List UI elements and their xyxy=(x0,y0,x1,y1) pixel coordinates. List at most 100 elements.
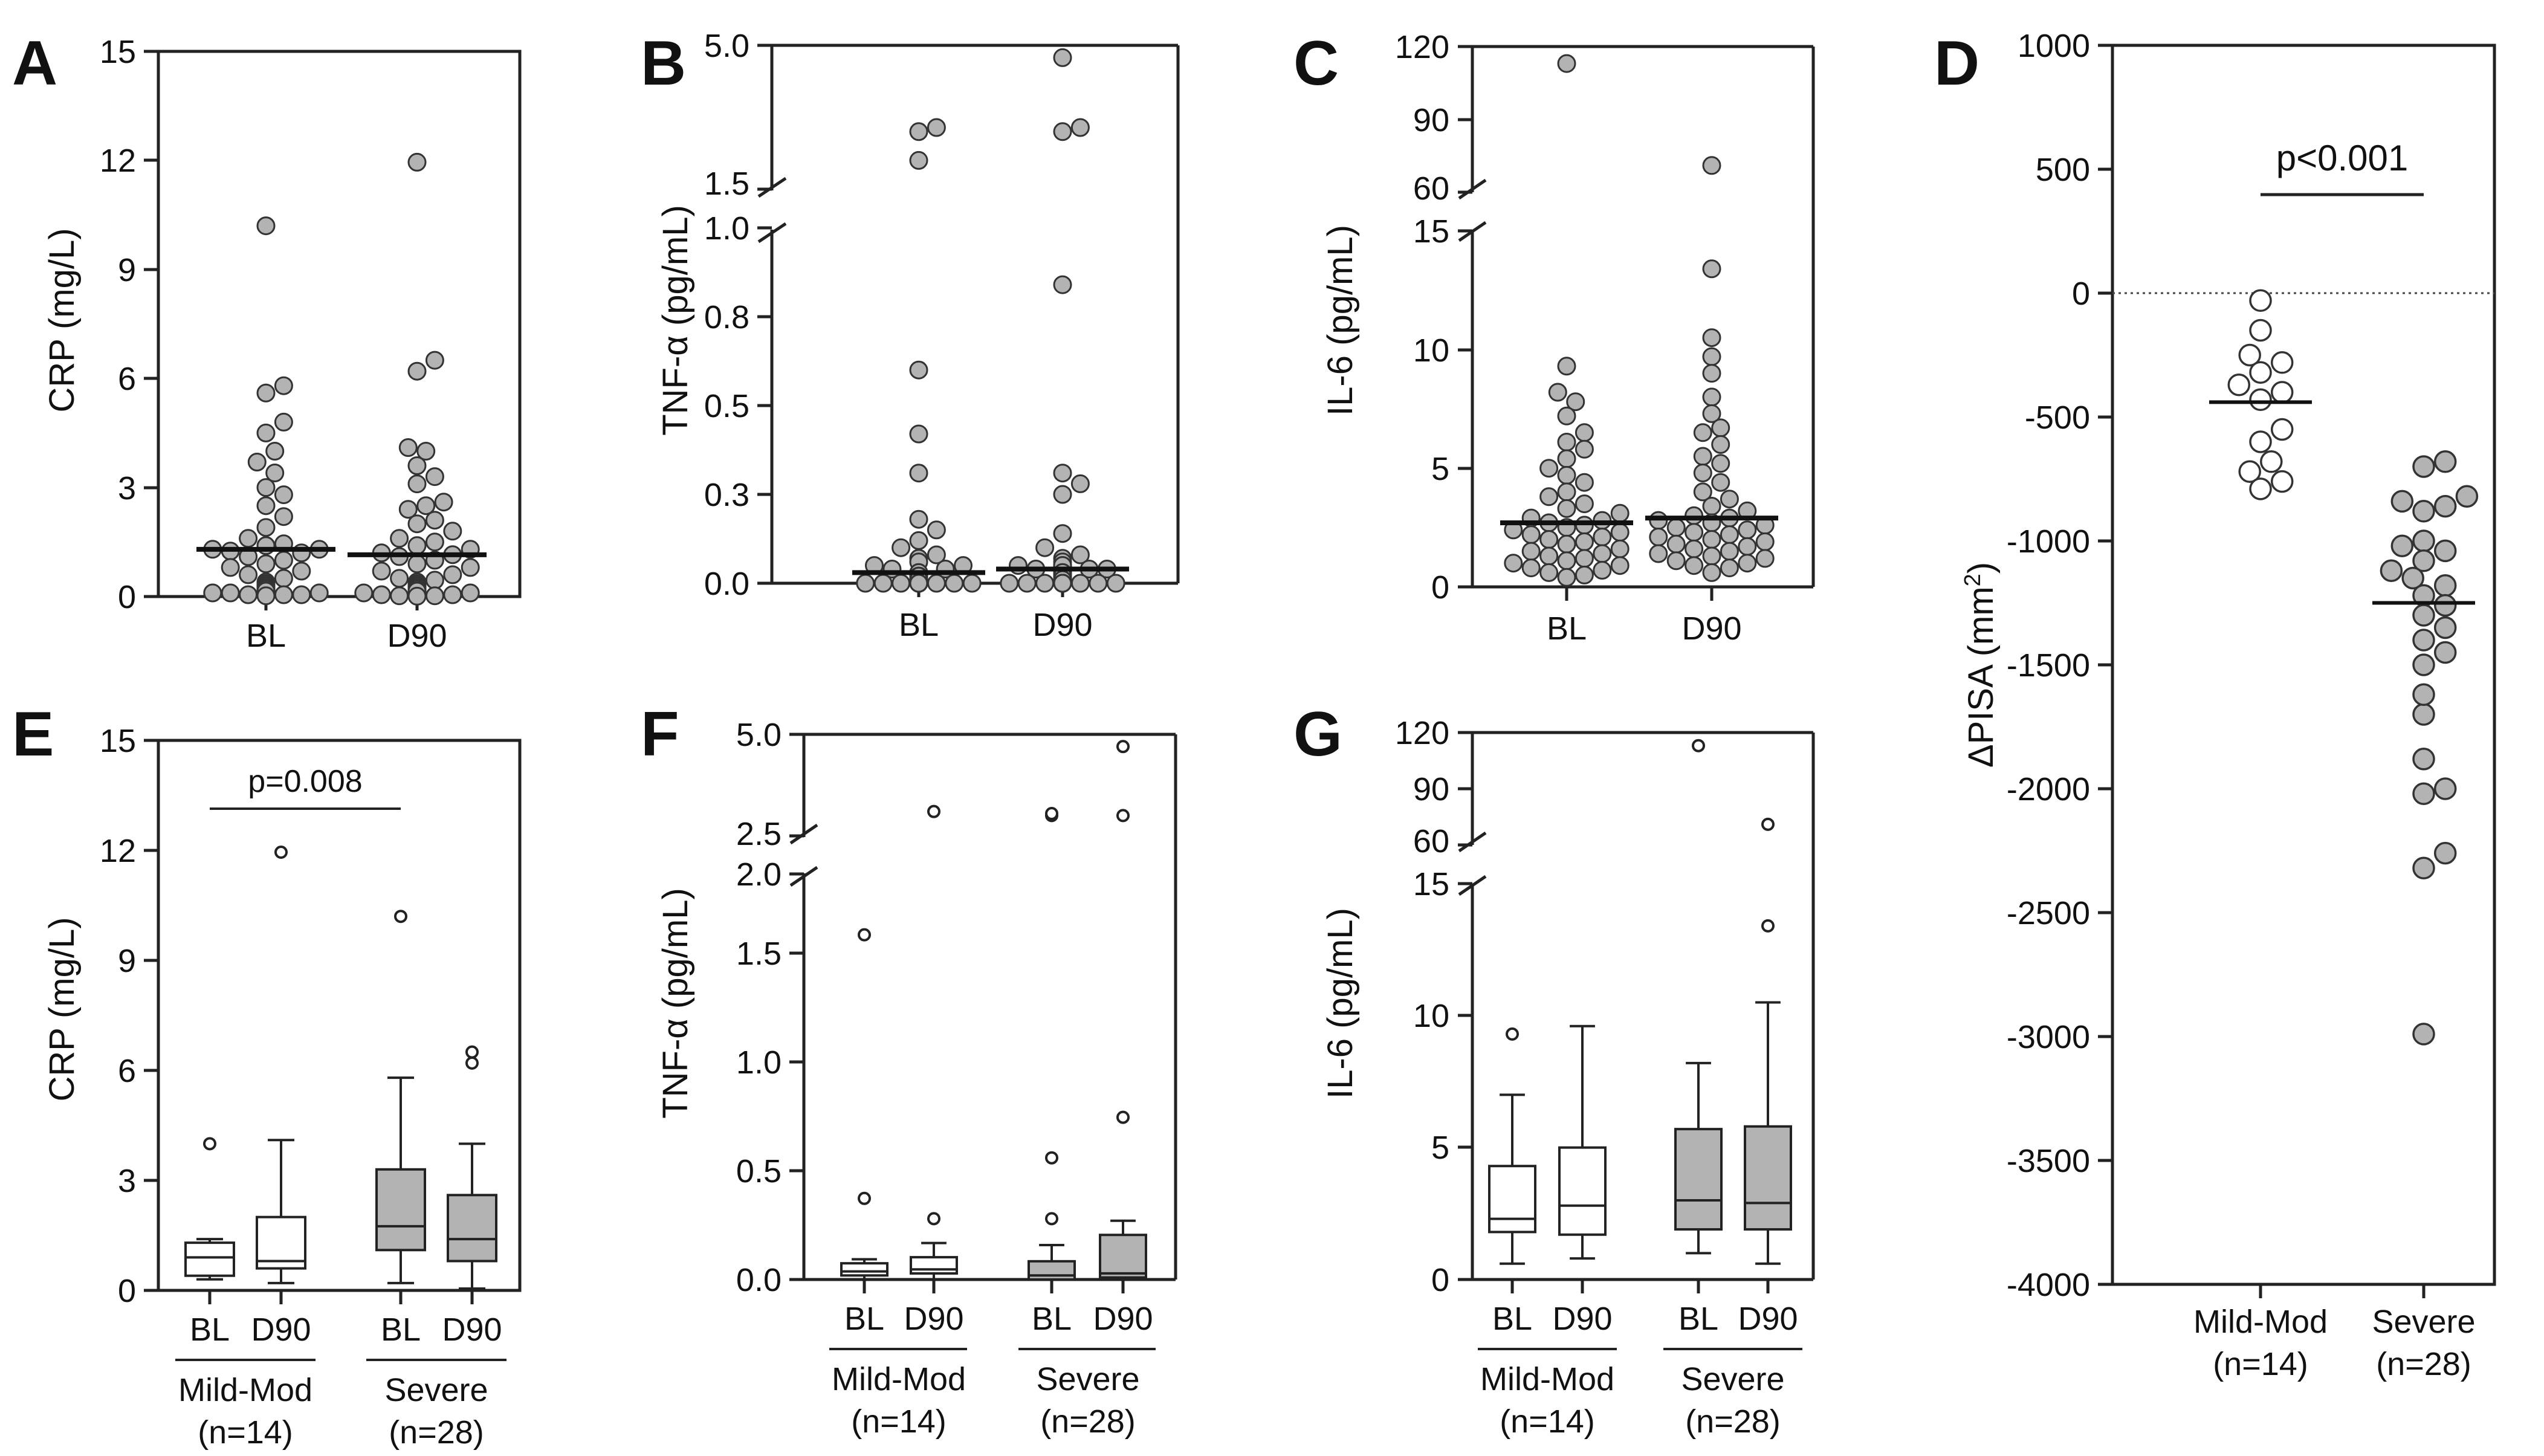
panel-b-point-bl-41 xyxy=(909,574,928,593)
panel-f-box-1-outlier-1 xyxy=(858,928,871,942)
panel-a-point-d90-8 xyxy=(434,493,453,512)
panel-a-point-bl-0 xyxy=(256,216,276,236)
panel-g-xtick-4: D90 xyxy=(1738,1301,1798,1337)
panel-a-point-bl-1 xyxy=(274,376,293,395)
panel-d-point-mildmod-8 xyxy=(2270,418,2294,441)
panel-f-xtick-1: BL xyxy=(844,1301,884,1337)
panel-b-ytick-50: 5.0 xyxy=(704,28,749,64)
panel-a-point-d90-40 xyxy=(390,586,409,606)
panel-b-ticks xyxy=(757,44,1064,597)
panel-b-point-d90-5 xyxy=(1070,474,1090,493)
panel-c-point-bl-40 xyxy=(1575,565,1594,584)
panel-e-ytick-12: 12 xyxy=(100,833,136,869)
panel-b-point-d90-31 xyxy=(1070,574,1090,593)
panel-b-point-bl-32 xyxy=(945,574,964,593)
panel-d-point-severe-21 xyxy=(2412,748,2435,771)
panel-d-ytick-m1500: -1500 xyxy=(2007,647,2090,684)
panel-b-point-d90-32 xyxy=(1035,574,1055,593)
panel-a-point-d90-11 xyxy=(425,511,444,530)
panel-c-point-d90-12 xyxy=(1693,464,1712,482)
panel-d-point-severe-24 xyxy=(2433,841,2457,865)
panel-c-point-d90-41 xyxy=(1702,563,1721,582)
panel-a-point-d90-6 xyxy=(425,467,444,487)
panel-d-ytick-500: 500 xyxy=(2036,152,2090,188)
panel-d-point-severe-16 xyxy=(2433,616,2457,639)
panel-a-point-d90-5 xyxy=(407,456,427,475)
panel-a-xtick-bl: BL xyxy=(246,618,286,654)
panel-e-ytick-6: 6 xyxy=(118,1053,136,1089)
panel-g: 0 5 10 15 60 90 120 BL D90 BL D90 Mild-M… xyxy=(1395,715,1815,1440)
panel-c-point-bl-29 xyxy=(1610,539,1630,558)
panel-d-point-severe-1 xyxy=(2412,455,2435,478)
panel-f-group-1: Mild-Mod xyxy=(832,1361,966,1397)
panel-d-point-severe-19 xyxy=(2412,653,2435,676)
panel-c-point-bl-26 xyxy=(1539,530,1559,549)
panel-letter-b: B xyxy=(641,28,686,99)
panel-a-point-d90-37 xyxy=(443,585,462,604)
panel-b-point-d90-0 xyxy=(1053,48,1072,67)
panel-a-point-bl-6 xyxy=(247,453,267,471)
panel-c-point-d90-32 xyxy=(1685,539,1704,558)
panel-c-ytick-5: 5 xyxy=(1431,451,1449,487)
panel-e: 0 3 6 9 12 15 BL D90 BL D90 Mild-Mod Sev… xyxy=(100,723,522,1451)
panel-g-xtick-3: BL xyxy=(1678,1301,1718,1337)
panel-c-ytick-15: 15 xyxy=(1413,213,1449,250)
panel-g-group-2: Severe xyxy=(1681,1361,1784,1397)
panel-d-point-mildmod-3 xyxy=(2270,351,2294,374)
panel-g-box-1-outlier-0 xyxy=(1506,1027,1519,1041)
panel-c-point-d90-15 xyxy=(1720,490,1739,509)
panel-g-ytick-90: 90 xyxy=(1413,771,1449,807)
panel-g-box-3-iqr xyxy=(1674,1128,1723,1231)
panel-c-ytick-10: 10 xyxy=(1413,332,1449,369)
panel-d-xtick-severe: Severe xyxy=(2372,1304,2475,1340)
panel-f-xtick-2: D90 xyxy=(904,1301,963,1337)
panel-a-point-d90-0 xyxy=(407,152,427,172)
panel-g-box-4-iqr xyxy=(1744,1125,1792,1231)
panel-letter-f: F xyxy=(641,699,679,769)
panel-a-point-d90-25 xyxy=(443,565,462,584)
panel-c-ytick-120: 120 xyxy=(1395,29,1449,65)
panel-b-point-d90-34 xyxy=(1017,574,1037,593)
panel-c-point-d90-38 xyxy=(1738,554,1757,573)
panel-d-point-severe-9 xyxy=(2412,549,2435,572)
panel-b-ytick-08: 0.8 xyxy=(704,299,749,335)
panel-f-box-2-iqr xyxy=(910,1256,958,1275)
panel-f-ytick-0: 0.0 xyxy=(736,1262,782,1298)
panel-c-point-d90-9 xyxy=(1711,435,1730,454)
panel-c-ticks xyxy=(1458,45,1714,601)
panel-c-point-d90-13 xyxy=(1711,473,1730,492)
panel-g-group-n-2: (n=28) xyxy=(1685,1403,1781,1440)
panel-b-point-d90-2 xyxy=(1053,122,1072,141)
panel-b-point-bl-4 xyxy=(909,424,928,444)
panel-c-point-bl-23 xyxy=(1610,523,1630,542)
panel-d-point-severe-14 xyxy=(2433,594,2457,617)
panel-a-frame xyxy=(157,50,522,598)
panel-c-point-bl-16 xyxy=(1610,503,1630,523)
panel-d-point-mildmod-9 xyxy=(2249,430,2272,453)
panel-b-point-bl-33 xyxy=(873,574,893,593)
panel-c-point-d90-16 xyxy=(1702,497,1721,516)
panel-f-ytick-05: 0.5 xyxy=(736,1153,782,1189)
panel-a-point-d90-4 xyxy=(416,442,436,461)
panel-b-ytick-03: 0.3 xyxy=(704,477,749,513)
panel-f-box-2-outlier-0 xyxy=(927,1212,940,1226)
panel-b-point-bl-1 xyxy=(909,122,928,141)
panel-d-ytick-m1000: -1000 xyxy=(2007,523,2090,560)
panel-c-point-bl-34 xyxy=(1557,551,1576,571)
panel-c-ylabel: IL-6 (pg/mL) xyxy=(1321,225,1360,416)
panel-c-point-d90-40 xyxy=(1720,558,1739,578)
panel-d-point-severe-7 xyxy=(2390,534,2414,557)
panel-a-point-d90-38 xyxy=(372,585,391,604)
panel-letter-g: G xyxy=(1293,699,1342,769)
panel-c-point-d90-4 xyxy=(1702,364,1721,383)
panel-c-point-d90-7 xyxy=(1711,418,1730,438)
panel-a-point-bl-9 xyxy=(274,485,293,505)
panel-a-points xyxy=(196,152,487,606)
panel-letter-c: C xyxy=(1293,28,1339,99)
panel-d-point-mildmod-7 xyxy=(2249,388,2272,412)
panel-c-point-d90-34 xyxy=(1649,544,1668,563)
panel-d-pvalue: p<0.001 xyxy=(2276,138,2409,178)
panel-a-point-d90-16 xyxy=(407,536,427,555)
panel-a-point-bl-7 xyxy=(265,464,285,482)
